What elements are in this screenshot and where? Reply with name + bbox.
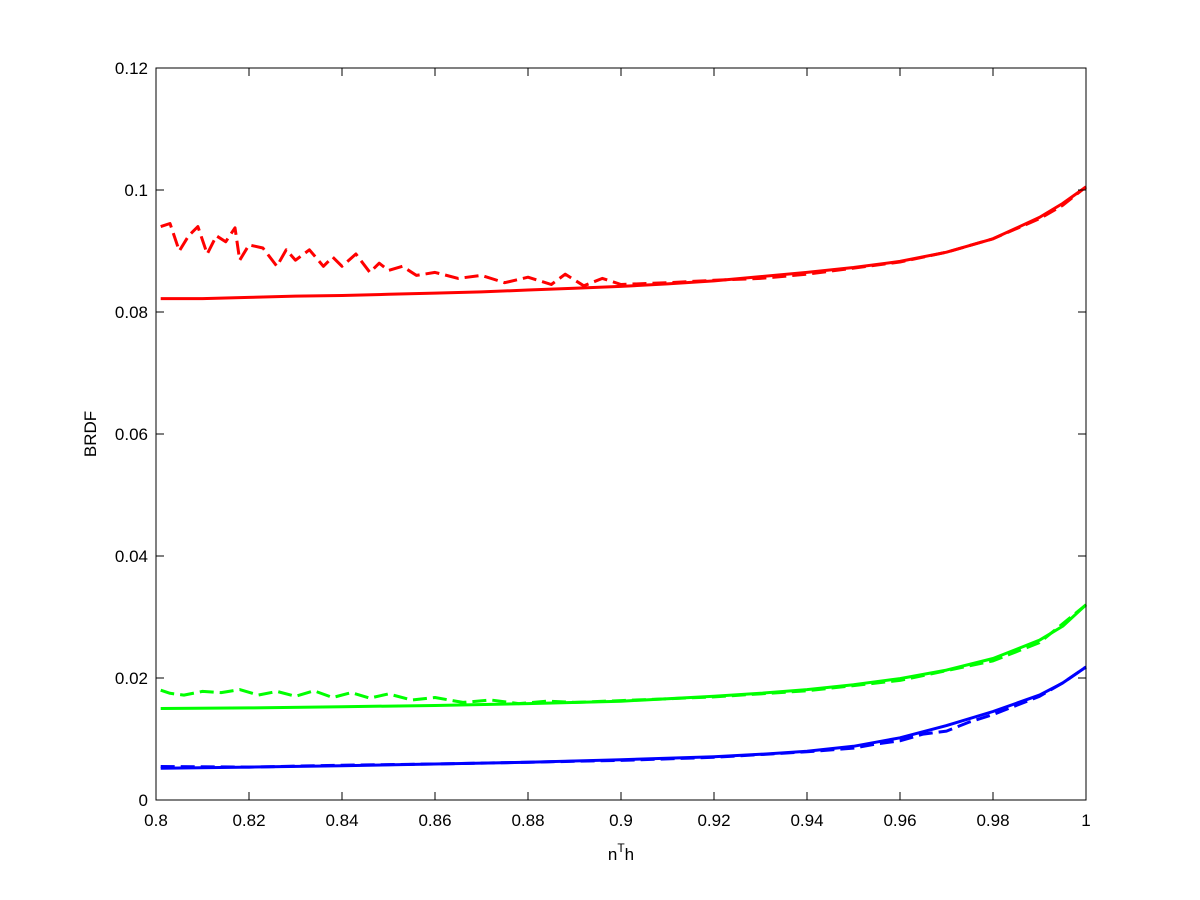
x-tick-label: 0.8 [144,811,168,830]
x-tick-label: 0.96 [883,811,916,830]
series-layer [160,185,1088,770]
y-tick-label: 0.04 [115,547,148,566]
series-line-2-dashed [160,185,1087,288]
x-tick-label: 0.88 [511,811,544,830]
y-tick-label: 0.02 [115,669,148,688]
x-tick-label: 0.9 [609,811,633,830]
x-axis-label-superscript: T [617,841,625,855]
y-tick-label: 0 [139,791,148,810]
series-line-6-dashed [160,665,1087,769]
y-tick-label: 0.08 [115,303,148,322]
plot-area [156,68,1086,800]
x-tick-label: 0.84 [325,811,358,830]
x-tick-label: 0.98 [976,811,1009,830]
y-tick-label: 0.06 [115,425,148,444]
y-tick-label: 0.1 [124,181,148,200]
x-axis-label-base: n [608,845,617,864]
x-tick-label: 0.82 [232,811,265,830]
x-tick-label: 0.86 [418,811,451,830]
x-tick-label: 1 [1081,811,1090,830]
tick-layer: 0.8 0.82 0.84 0.86 0.88 0.9 0.92 0.94 0.96 0.98 1 0… [115,59,1091,830]
y-tick-label: 0.12 [115,59,148,78]
x-axis-label-tail: h [625,845,634,864]
series-line-4-dashed [160,603,1087,706]
y-axis-label: BRDF [81,411,100,457]
x-axis-label: nTh [608,841,634,864]
x-tick-label: 0.92 [697,811,730,830]
x-tick-label: 0.94 [790,811,823,830]
